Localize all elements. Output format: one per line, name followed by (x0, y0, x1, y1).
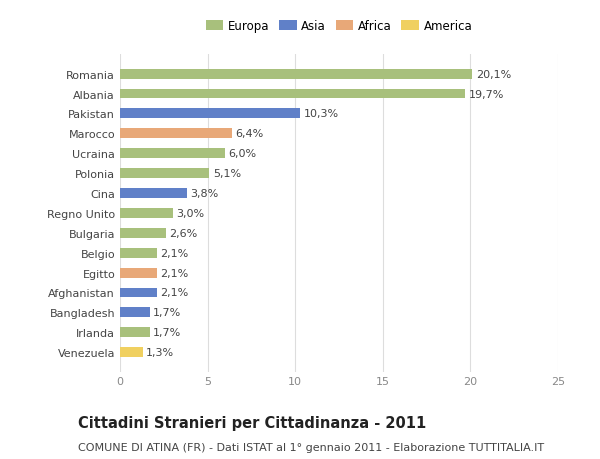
Bar (120, 189, 187, 199)
Text: 5,1%: 5,1% (213, 169, 241, 179)
Text: 20,1%: 20,1% (476, 69, 511, 79)
Bar (120, 109, 301, 119)
Text: 6,0%: 6,0% (229, 149, 257, 159)
Text: 2,1%: 2,1% (160, 288, 188, 298)
Bar (120, 208, 173, 218)
Text: Cittadini Stranieri per Cittadinanza - 2011: Cittadini Stranieri per Cittadinanza - 2… (78, 415, 426, 431)
Text: 2,1%: 2,1% (160, 268, 188, 278)
Text: 1,7%: 1,7% (153, 308, 182, 318)
Text: COMUNE DI ATINA (FR) - Dati ISTAT al 1° gennaio 2011 - Elaborazione TUTTITALIA.I: COMUNE DI ATINA (FR) - Dati ISTAT al 1° … (78, 442, 544, 452)
Bar (120, 69, 472, 79)
Legend: Europa, Asia, Africa, America: Europa, Asia, Africa, America (202, 17, 476, 37)
Bar (120, 169, 209, 179)
Bar (120, 268, 157, 278)
Bar (120, 328, 150, 337)
Text: 2,1%: 2,1% (160, 248, 188, 258)
Bar (120, 308, 150, 318)
Text: 6,4%: 6,4% (236, 129, 264, 139)
Text: 19,7%: 19,7% (469, 90, 504, 99)
Bar (120, 149, 225, 159)
Bar (120, 228, 166, 238)
Text: 2,6%: 2,6% (169, 228, 197, 238)
Bar (120, 129, 232, 139)
Text: 1,7%: 1,7% (153, 328, 182, 337)
Bar (120, 288, 157, 298)
Bar (120, 90, 465, 99)
Text: 3,8%: 3,8% (190, 189, 218, 199)
Bar (120, 347, 143, 358)
Text: 10,3%: 10,3% (304, 109, 339, 119)
Text: 3,0%: 3,0% (176, 208, 204, 218)
Text: 1,3%: 1,3% (146, 347, 175, 358)
Bar (120, 248, 157, 258)
